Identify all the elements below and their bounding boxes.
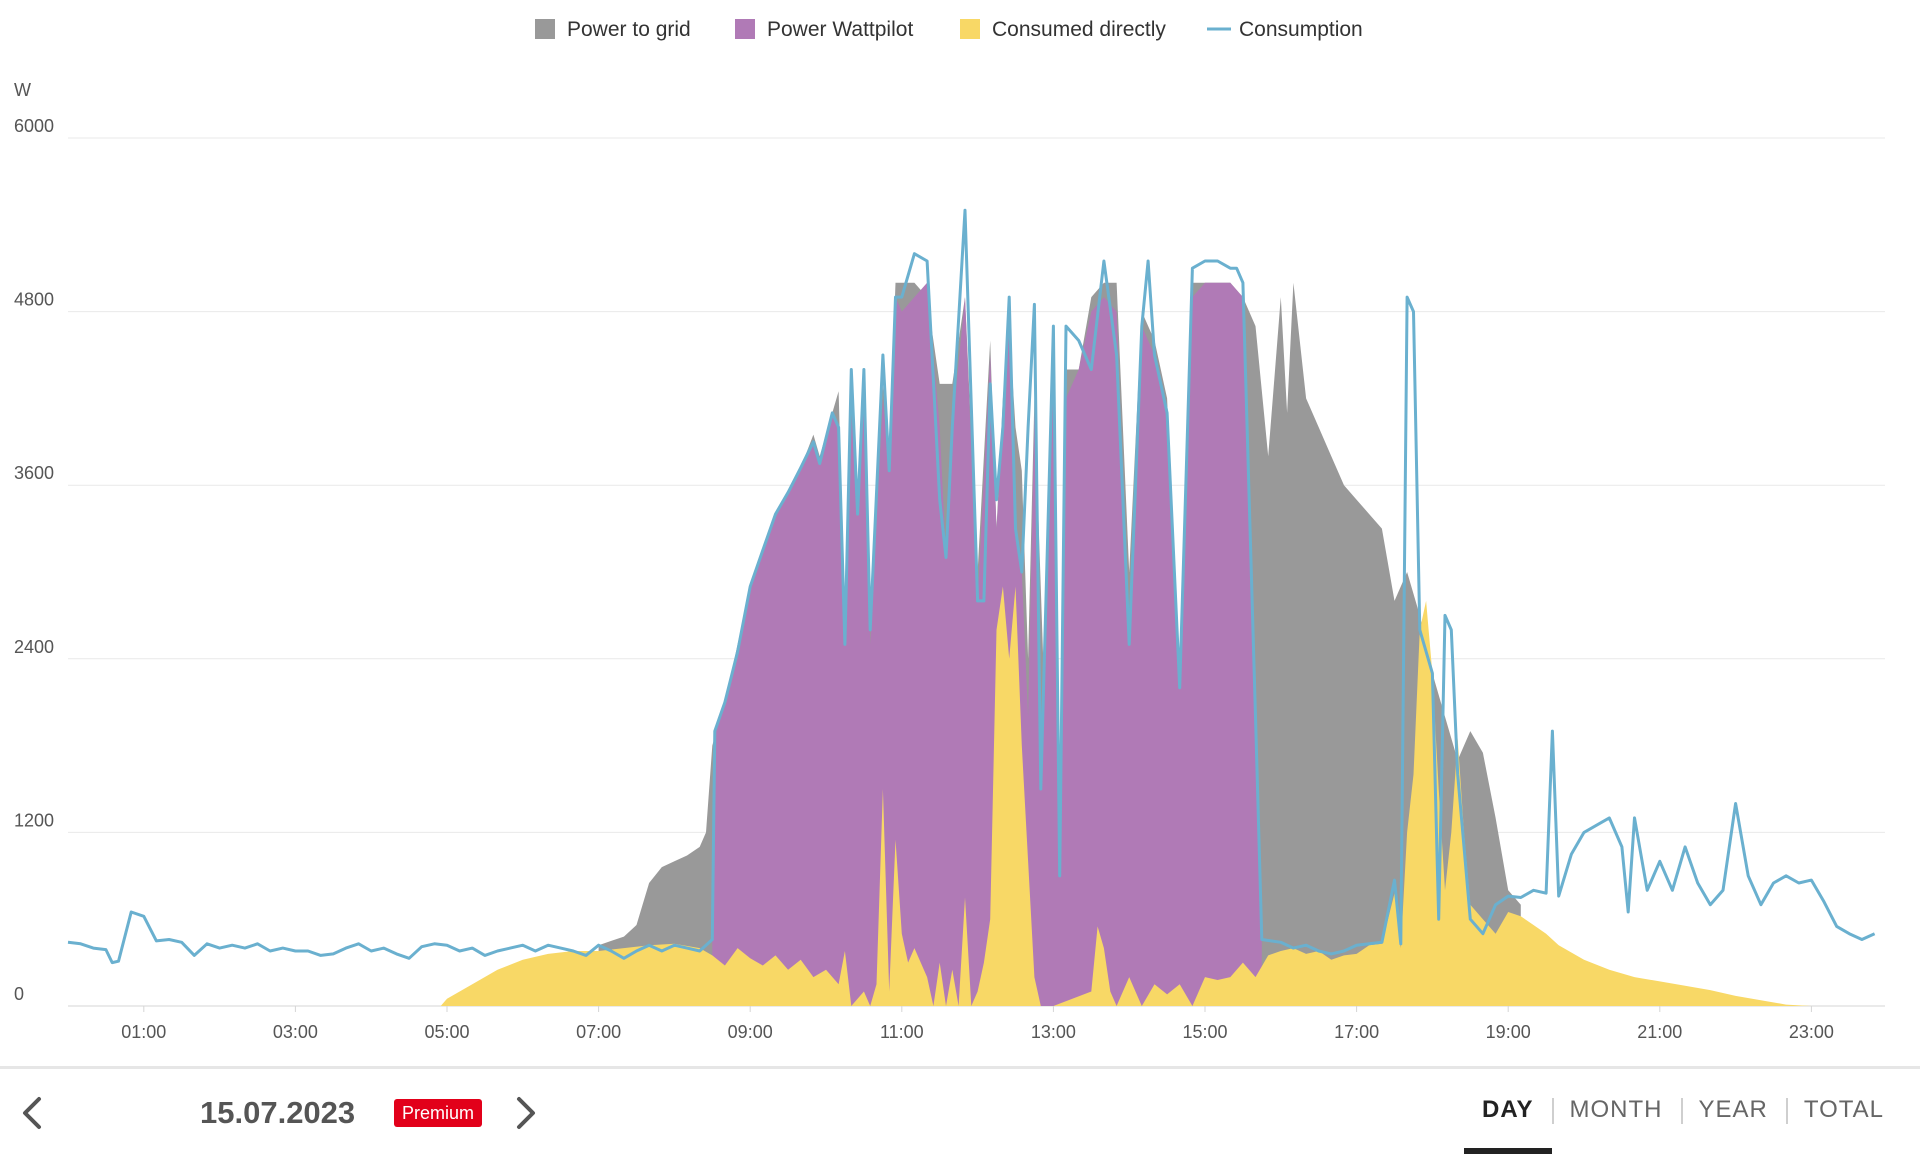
period-tabs: DAY MONTH YEAR TOTAL (1464, 1069, 1902, 1154)
x-tick-label: 09:00 (728, 1022, 773, 1042)
tab-day[interactable]: DAY (1464, 1069, 1552, 1154)
legend-label: Consumption (1239, 18, 1363, 41)
legend-item-power-to-grid[interactable]: Power to grid (535, 18, 691, 41)
legend-item-consumed-directly[interactable]: Consumed directly (960, 18, 1166, 41)
y-tick-label: 4800 (14, 290, 54, 310)
date-navigation-bar: 15.07.2023 Premium DAY MONTH YEAR TOTAL (0, 1066, 1920, 1154)
next-day-button[interactable] (508, 1093, 544, 1133)
y-tick-label: 6000 (14, 116, 54, 136)
chevron-left-icon (23, 1097, 41, 1129)
x-tick-label: 05:00 (424, 1022, 469, 1042)
legend-swatch (960, 19, 980, 39)
current-date[interactable]: 15.07.2023 (200, 1095, 356, 1130)
x-tick-label: 07:00 (576, 1022, 621, 1042)
legend-label: Power Wattpilot (767, 18, 913, 41)
y-tick-label: 0 (14, 984, 24, 1004)
legend-item-power-wattpilot[interactable]: Power Wattpilot (735, 18, 913, 41)
tab-total[interactable]: TOTAL (1785, 1069, 1902, 1151)
x-tick-label: 19:00 (1486, 1022, 1531, 1042)
x-tick-label: 21:00 (1637, 1022, 1682, 1042)
x-tick-label: 15:00 (1182, 1022, 1227, 1042)
chart-svg: 0 1200 2400 3600 4800 6000 W 01:00 03:00 05:00 07:… (14, 18, 1885, 1042)
tab-month[interactable]: MONTH (1551, 1069, 1681, 1151)
legend-swatch (735, 19, 755, 39)
premium-badge: Premium (394, 1099, 483, 1127)
legend-swatch (535, 19, 555, 39)
x-tick-label: 17:00 (1334, 1022, 1379, 1042)
legend-label: Consumed directly (992, 18, 1166, 41)
chevron-right-icon (517, 1097, 535, 1129)
legend-label: Power to grid (567, 18, 691, 41)
previous-day-button[interactable] (14, 1093, 50, 1133)
x-tick-label: 23:00 (1789, 1022, 1834, 1042)
tab-year[interactable]: YEAR (1680, 1069, 1786, 1151)
y-axis-unit: W (14, 80, 31, 100)
legend-item-consumption[interactable]: Consumption (1207, 18, 1363, 41)
series-line-consumption (67, 208, 1876, 965)
series-area-power-wattpilot (712, 282, 1262, 1006)
energy-chart: 0 1200 2400 3600 4800 6000 W 01:00 03:00 05:00 07:… (14, 18, 1885, 1042)
y-tick-label: 3600 (14, 463, 54, 483)
y-tick-label: 1200 (14, 810, 54, 830)
x-tick-label: 03:00 (273, 1022, 318, 1042)
x-tick-label: 11:00 (880, 1022, 924, 1042)
x-tick-label: 01:00 (121, 1022, 166, 1042)
x-tick-label: 13:00 (1031, 1022, 1076, 1042)
y-tick-label: 2400 (14, 637, 54, 657)
